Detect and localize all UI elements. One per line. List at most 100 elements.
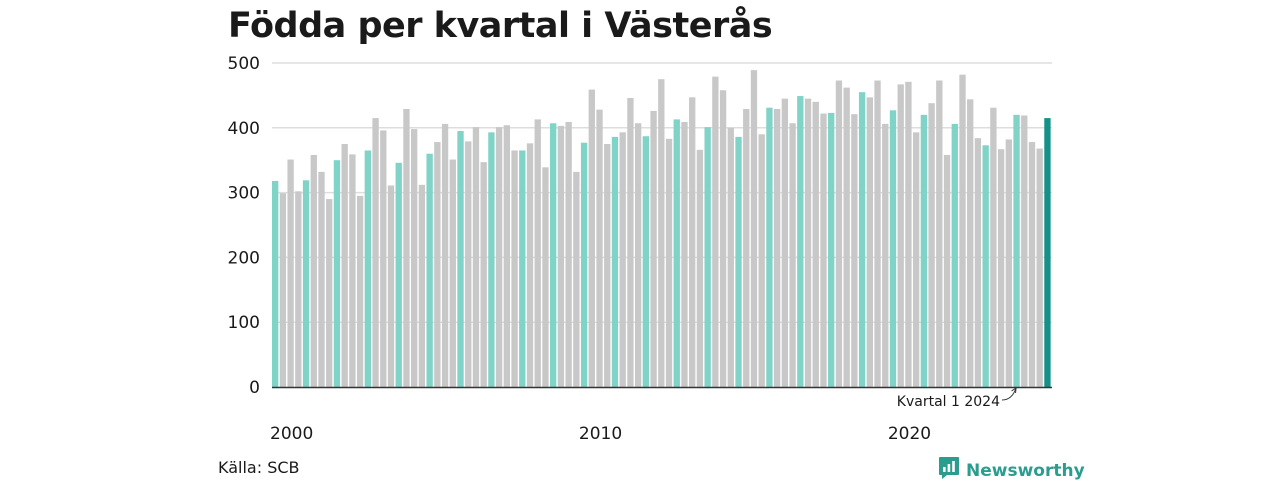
bar [279,193,287,387]
y-tick-label: 0 [249,378,260,398]
bar [1044,118,1051,387]
bar [434,142,441,387]
bar [511,150,518,387]
bar [743,109,750,387]
bar [735,136,742,387]
bars [272,70,1051,388]
bar [773,109,781,387]
bar [750,70,758,387]
x-tick-label: 2010 [579,424,622,444]
bar [364,150,371,387]
bar [326,199,333,387]
bar [534,119,541,387]
bar [495,127,503,388]
bar [897,84,904,387]
bar [619,132,626,387]
y-tick-label: 400 [228,119,260,139]
bar [542,167,549,387]
bar [488,132,495,387]
page-title: Födda per kvartal i Västerås [228,6,773,46]
bar [310,155,317,387]
bar [665,138,673,387]
bar [465,141,472,387]
bar [318,171,325,387]
bar [403,109,410,387]
bar [951,123,958,387]
newsworthy-logo-icon [938,456,960,485]
bar [341,144,348,387]
bar [758,134,765,387]
y-tick-label: 200 [228,248,260,268]
bar [580,142,588,387]
bar [287,159,294,387]
bar [858,92,866,387]
bar [634,123,642,387]
bar [797,96,804,388]
bar [565,121,572,387]
bar [441,123,449,387]
brand-logo[interactable]: Newsworthy [938,456,1085,485]
x-axis-labels: 2000 2010 2020 [270,424,931,444]
bar [843,87,850,388]
bar [642,136,650,387]
bar [295,191,302,387]
bar [658,79,665,387]
bar [596,109,603,387]
bar [905,81,912,387]
bar [519,150,526,387]
bar [503,125,511,388]
bar [766,107,773,388]
bar [781,98,789,387]
bar [349,154,356,387]
bar [457,131,464,387]
bar [1005,139,1012,387]
bar [866,97,873,387]
bar [990,107,997,388]
bar [1036,148,1043,387]
bar [835,80,843,387]
source-label: Källa: SCB [218,458,300,477]
bar [997,149,1005,387]
bar [449,159,456,387]
bar [681,121,688,387]
bar [550,123,557,387]
bar [372,118,379,387]
bar [874,80,881,387]
bar [426,153,433,387]
bar [588,89,595,387]
bar [727,127,734,388]
bar [673,119,680,387]
bar [712,76,719,388]
annotation: Kvartal 1 2024 [897,386,1017,410]
bar [480,162,487,387]
x-tick-label: 2020 [888,424,931,444]
bar [356,195,364,387]
bar [411,129,418,387]
annotation-label: Kvartal 1 2024 [897,394,1000,410]
bar [967,99,974,387]
bar [472,127,480,388]
y-tick-label: 500 [228,54,260,74]
x-tick-label: 2000 [270,424,313,444]
bar [696,149,704,387]
bar [611,136,619,387]
bar [418,184,426,387]
bar [936,80,943,387]
bar [387,185,395,387]
y-tick-label: 300 [228,184,260,204]
bar [333,160,341,387]
bar [627,97,634,388]
bar [982,145,989,387]
y-tick-label: 100 [228,313,260,333]
bar [604,144,611,387]
bar [719,90,727,387]
annotation-arrow [1001,387,1017,401]
bar [704,127,711,388]
bar [812,101,819,387]
bar [851,114,858,387]
bar [959,74,966,387]
bar [689,97,696,387]
annotation-arrowhead [1011,386,1017,394]
bar [828,112,835,388]
